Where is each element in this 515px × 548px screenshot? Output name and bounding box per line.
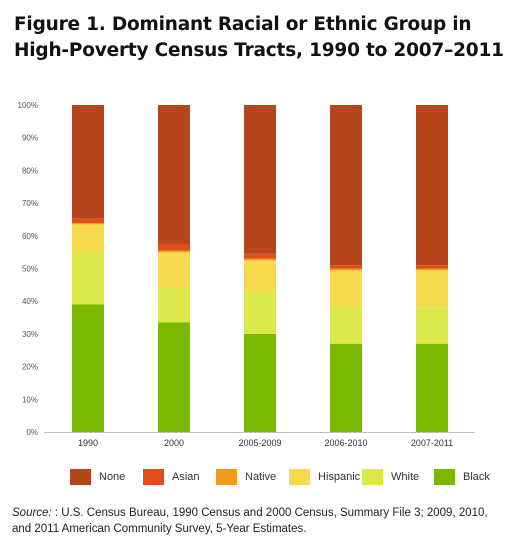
- bar-segment-native: [244, 258, 276, 261]
- legend-label: Hispanic: [318, 471, 361, 483]
- x-tick-label: 2005-2009: [238, 438, 281, 448]
- legend-swatch: [216, 469, 237, 485]
- bar-segment-hispanic: [416, 270, 448, 308]
- bar-segment-none: [244, 105, 276, 254]
- y-tick-label: 80%: [22, 166, 38, 175]
- bar-segment-none: [72, 105, 104, 219]
- y-tick-label: 60%: [22, 232, 38, 241]
- bar-segment-white: [72, 252, 104, 305]
- bar-stack-2000: [158, 105, 190, 432]
- bar-segment-hispanic: [72, 224, 104, 253]
- y-tick-label: 20%: [22, 363, 38, 372]
- legend-item-asian: Asian: [143, 467, 200, 487]
- bar-segment-white: [416, 307, 448, 344]
- y-tick-label: 10%: [22, 395, 38, 404]
- x-axis-tick-labels: 1990 2000 2005-2009 2006-2010 2007-2011: [78, 438, 453, 448]
- bar-segment-native: [330, 268, 362, 271]
- bar-segment-black: [330, 343, 362, 432]
- bar-stack-2005-2009: [244, 105, 276, 432]
- bar-segment-asian: [72, 218, 104, 224]
- y-tick-label: 30%: [22, 330, 38, 339]
- legend-label: Native: [245, 471, 277, 483]
- x-tick-label: 1990: [78, 438, 98, 448]
- source-note: Source: : U.S. Census Bureau, 1990 Censu…: [12, 505, 508, 537]
- bar-segment-white: [158, 288, 190, 323]
- bar-segment-native: [72, 223, 104, 225]
- bar-segment-hispanic: [158, 252, 190, 289]
- legend-item-native: Native: [216, 467, 276, 487]
- y-tick-label: 0%: [26, 428, 38, 437]
- figure-title: Figure 1. Dominant Racial or Ethnic Grou…: [14, 14, 504, 61]
- y-tick-label: 90%: [22, 134, 38, 143]
- legend-item-black: Black: [434, 467, 490, 487]
- legend-swatch: [289, 469, 310, 485]
- bar-segment-black: [244, 333, 276, 432]
- y-tick-label: 50%: [22, 265, 38, 274]
- bar-segment-asian: [330, 265, 362, 269]
- y-tick-label: 70%: [22, 199, 38, 208]
- stacked-bar-chart: 0% 10% 20% 30% 40% 50% 60% 70% 80% 90% 100% 1990 20…: [18, 101, 475, 448]
- legend-swatch: [434, 469, 455, 485]
- bar-segment-hispanic: [244, 260, 276, 292]
- bar-segment-asian: [158, 243, 190, 251]
- source-label: Source:: [12, 507, 52, 519]
- bar-segment-black: [416, 343, 448, 432]
- legend-label: Black: [463, 471, 490, 483]
- bar-segment-black: [158, 322, 190, 432]
- bar-stack-2007-2011: [416, 105, 448, 432]
- x-tick-label: 2000: [164, 438, 184, 448]
- bar-segment-asian: [244, 253, 276, 259]
- bar-segment-none: [330, 105, 362, 266]
- bar-segment-black: [72, 304, 104, 432]
- bar-stack-1990: [72, 105, 104, 432]
- legend-item-none: None: [70, 467, 125, 487]
- legend-label: White: [391, 471, 420, 483]
- bar-segment-native: [416, 268, 448, 271]
- bar-segment-white: [330, 306, 362, 344]
- legend-item-hispanic: Hispanic: [289, 467, 360, 487]
- legend-swatch: [70, 469, 91, 485]
- y-axis-tick-labels: 0% 10% 20% 30% 40% 50% 60% 70% 80% 90% 100%: [18, 101, 38, 437]
- chart-legend: None Asian Native Hispanic White Black: [70, 467, 510, 487]
- x-tick-label: 2007-2011: [411, 438, 453, 448]
- legend-label: Asian: [172, 471, 200, 483]
- bar-segment-asian: [416, 265, 448, 269]
- bar-segment-hispanic: [330, 270, 362, 307]
- bar-stacks: [72, 105, 448, 432]
- legend-label: None: [99, 471, 126, 483]
- y-tick-label: 100%: [18, 101, 38, 110]
- bar-stack-2006-2010: [330, 105, 362, 432]
- bar-segment-native: [158, 250, 190, 253]
- bar-segment-none: [158, 105, 190, 244]
- y-tick-label: 40%: [22, 297, 38, 306]
- legend-swatch: [143, 469, 164, 485]
- legend-swatch: [362, 469, 383, 485]
- bar-segment-none: [416, 105, 448, 266]
- source-text: : U.S. Census Bureau, 1990 Census and 20…: [12, 507, 488, 535]
- x-tick-label: 2006-2010: [324, 438, 367, 448]
- bar-segment-white: [244, 291, 276, 334]
- legend-item-white: White: [362, 467, 419, 487]
